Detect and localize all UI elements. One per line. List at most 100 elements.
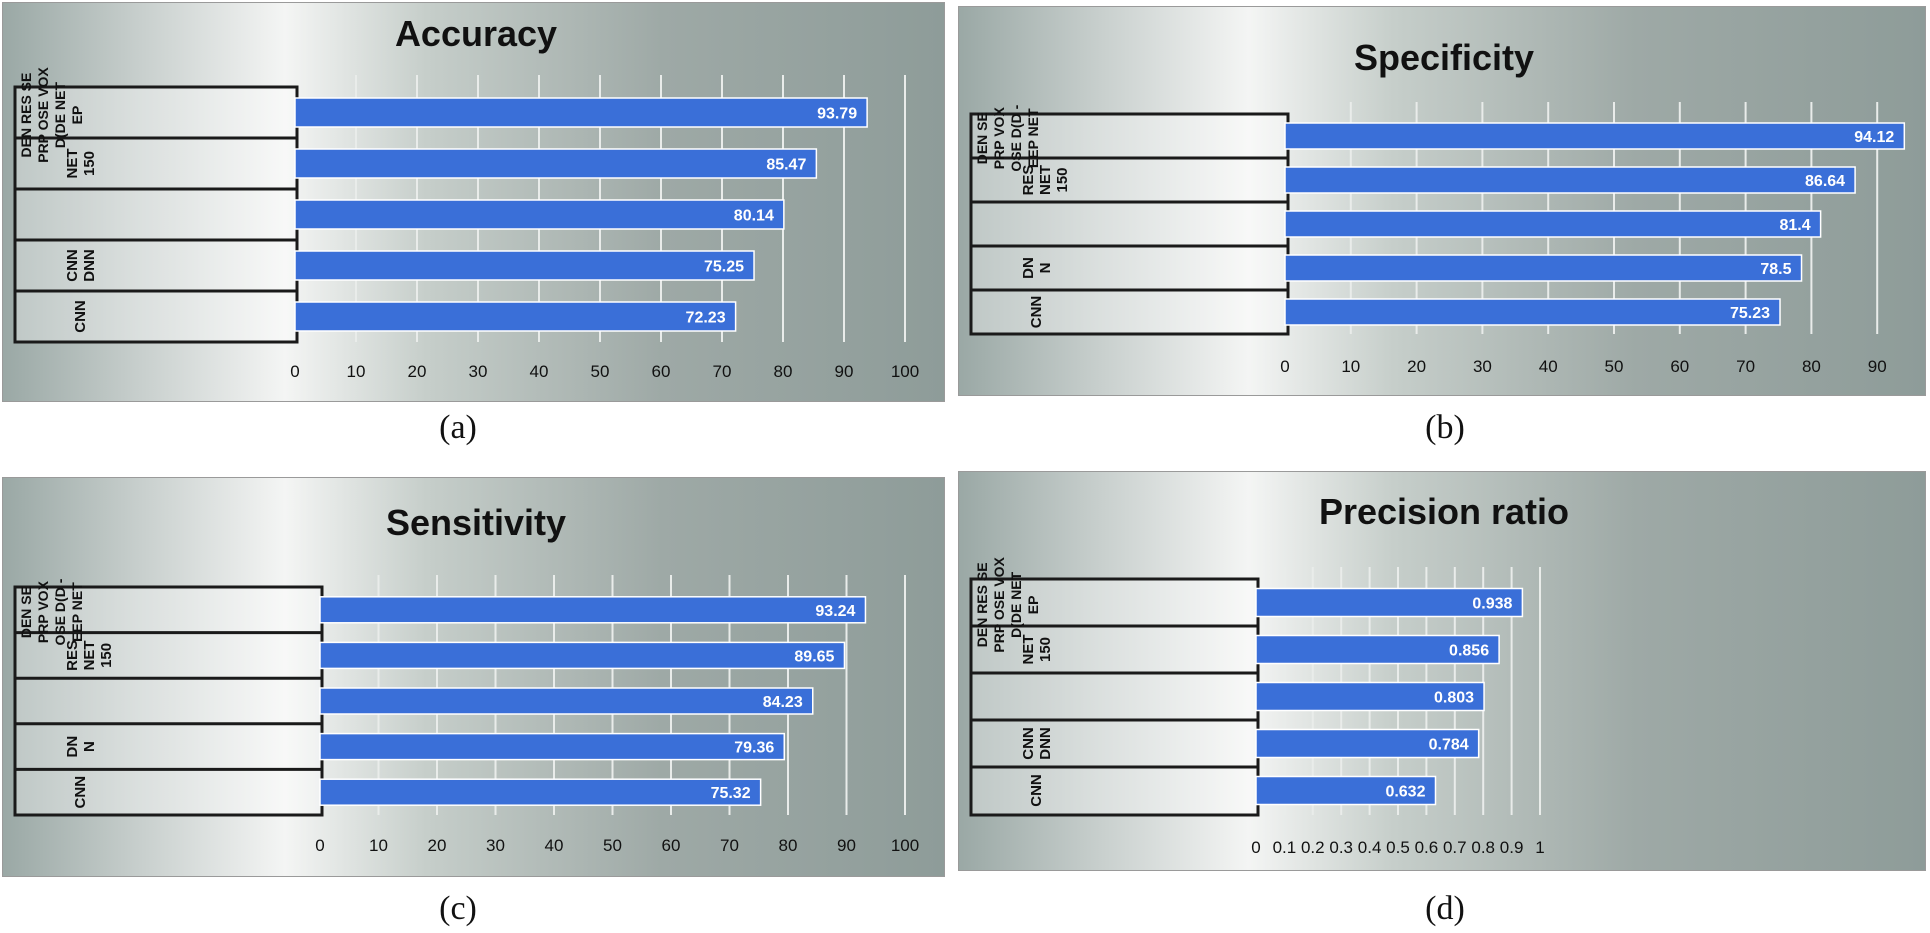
bar-value-label: 93.79 xyxy=(817,106,857,123)
chart-title: Accuracy xyxy=(395,13,557,54)
x-tick-label: 0 xyxy=(290,362,299,381)
bar xyxy=(319,687,814,715)
category-label-fragment: NET xyxy=(64,149,81,179)
category-label-fragment: D(DE NET xyxy=(1008,571,1024,638)
bar-value-label: 80.14 xyxy=(734,208,774,225)
bar xyxy=(319,596,867,624)
category-table xyxy=(13,585,324,817)
category-label-fragment: EEP NET xyxy=(1025,108,1041,168)
category-label-fragment: OSE D(D - xyxy=(52,578,68,645)
category-label-fragment: DN xyxy=(64,736,81,758)
plot-background xyxy=(958,471,1926,871)
category-label-fragment: N xyxy=(1037,263,1054,274)
category-label-fragment: N xyxy=(81,741,98,752)
bar xyxy=(1255,681,1485,712)
specificity-chart: Specificity DEN SE PRP VOX OSE D(D - EEP NET… xyxy=(958,6,1926,396)
chart-title: Sensitivity xyxy=(386,502,566,543)
x-tick-label: 0.5 xyxy=(1386,838,1410,857)
category-label-fragment: 150 xyxy=(1054,167,1071,192)
bar xyxy=(1284,166,1856,194)
bar-value-label: 0.803 xyxy=(1434,690,1474,707)
x-tick-label: 40 xyxy=(530,362,549,381)
precision-ratio-chart: Precision ratio DEN RES SE PRP OSE VOX D(DE… xyxy=(958,471,1926,871)
bar-value-label: 79.36 xyxy=(734,740,774,757)
bar-value-label: 81.4 xyxy=(1779,217,1810,234)
x-tick-label: 50 xyxy=(591,362,610,381)
x-tick-label: 0 xyxy=(1251,838,1260,857)
chart-svg: Precision ratio DEN RES SE PRP OSE VOX D(DE… xyxy=(958,471,1926,871)
bar xyxy=(294,301,737,332)
x-tick-label: 0.2 xyxy=(1301,838,1325,857)
category-label-fragment: 150 xyxy=(1037,637,1054,662)
bar-value-label: 0.856 xyxy=(1449,643,1489,660)
category-label-fragment: DNN xyxy=(1037,727,1054,760)
bar xyxy=(294,199,785,230)
x-tick-label: 60 xyxy=(1670,357,1689,376)
x-tick-label: 90 xyxy=(1868,357,1887,376)
bar-value-label: 93.24 xyxy=(815,603,855,620)
bar-value-label: 85.47 xyxy=(766,157,806,174)
x-tick-label: 20 xyxy=(1407,357,1426,376)
x-tick-label: 90 xyxy=(837,836,856,855)
caption-b: (b) xyxy=(1425,409,1465,446)
bar-value-label: 75.23 xyxy=(1730,305,1770,322)
caption-a: (a) xyxy=(439,409,477,446)
x-tick-label: 0.9 xyxy=(1500,838,1524,857)
x-tick-label: 30 xyxy=(469,362,488,381)
x-tick-label: 30 xyxy=(486,836,505,855)
category-label-fragment: PRP OSE VOX xyxy=(35,67,51,163)
x-tick-label: 50 xyxy=(603,836,622,855)
x-tick-label: 40 xyxy=(545,836,564,855)
category-label-fragment: DEN RES SE xyxy=(18,73,34,158)
category-label-fragment: NET xyxy=(1037,165,1054,195)
chart-title: Specificity xyxy=(1354,37,1534,78)
category-label-fragment: CNN xyxy=(72,776,89,809)
category-label-fragment: PRP VOX xyxy=(991,107,1007,170)
bar-value-label: 0.784 xyxy=(1429,737,1469,754)
category-label-fragment: RES xyxy=(64,640,81,671)
x-tick-label: 80 xyxy=(1802,357,1821,376)
x-tick-label: 100 xyxy=(891,362,919,381)
bar-value-label: 84.23 xyxy=(763,694,803,711)
category-table xyxy=(13,85,299,344)
x-tick-label: 50 xyxy=(1605,357,1624,376)
chart-title: Precision ratio xyxy=(1319,491,1569,532)
x-tick-label: 10 xyxy=(347,362,366,381)
x-tick-label: 80 xyxy=(774,362,793,381)
category-label-fragment: CNN xyxy=(1028,296,1045,329)
category-label-fragment: RES xyxy=(1020,165,1037,196)
bar-value-label: 0.632 xyxy=(1385,784,1425,801)
x-tick-label: 60 xyxy=(662,836,681,855)
x-tick-label: 0.8 xyxy=(1471,838,1495,857)
x-tick-label: 70 xyxy=(1736,357,1755,376)
x-tick-label: 0.7 xyxy=(1443,838,1467,857)
category-table xyxy=(969,577,1260,817)
x-tick-label: 0.6 xyxy=(1415,838,1439,857)
caption-c: (c) xyxy=(439,890,477,927)
category-label-fragment: EP xyxy=(69,106,85,125)
category-label-fragment: EP xyxy=(1025,596,1041,615)
x-tick-label: 0.1 xyxy=(1273,838,1297,857)
bar-value-label: 72.23 xyxy=(686,310,726,327)
bar-value-label: 75.32 xyxy=(711,785,751,802)
category-label-fragment: 150 xyxy=(98,643,115,668)
x-tick-label: 0.3 xyxy=(1329,838,1353,857)
x-tick-label: 70 xyxy=(713,362,732,381)
bar xyxy=(1284,210,1822,238)
bar xyxy=(319,732,786,761)
sensitivity-chart: Sensitivity DEN SE PRP VOX OSE D(D - EEP NET… xyxy=(2,477,945,877)
bar xyxy=(1255,587,1524,618)
bar xyxy=(1255,775,1437,806)
x-tick-label: 10 xyxy=(369,836,388,855)
x-tick-label: 0 xyxy=(315,836,324,855)
x-tick-label: 10 xyxy=(1341,357,1360,376)
x-tick-label: 20 xyxy=(428,836,447,855)
bar-value-label: 75.25 xyxy=(704,259,744,276)
x-tick-label: 90 xyxy=(835,362,854,381)
x-tick-label: 0.4 xyxy=(1358,838,1382,857)
x-tick-label: 20 xyxy=(408,362,427,381)
x-tick-label: 80 xyxy=(779,836,798,855)
category-label-fragment: CNN xyxy=(1028,774,1045,807)
